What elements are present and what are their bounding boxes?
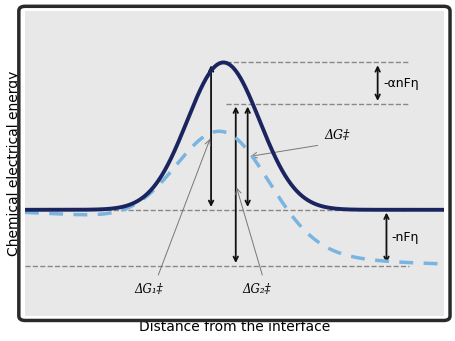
Text: -nFη: -nFη <box>391 231 418 244</box>
Y-axis label: Chemical electrical energy: Chemical electrical energy <box>7 71 21 256</box>
Text: ΔG₁‡: ΔG₁‡ <box>134 283 162 296</box>
Text: ΔG₂‡: ΔG₂‡ <box>242 283 270 296</box>
Text: -αnFη: -αnFη <box>382 77 418 90</box>
Text: ΔG‡: ΔG‡ <box>324 129 349 142</box>
X-axis label: Distance from the interface: Distance from the interface <box>138 320 329 334</box>
